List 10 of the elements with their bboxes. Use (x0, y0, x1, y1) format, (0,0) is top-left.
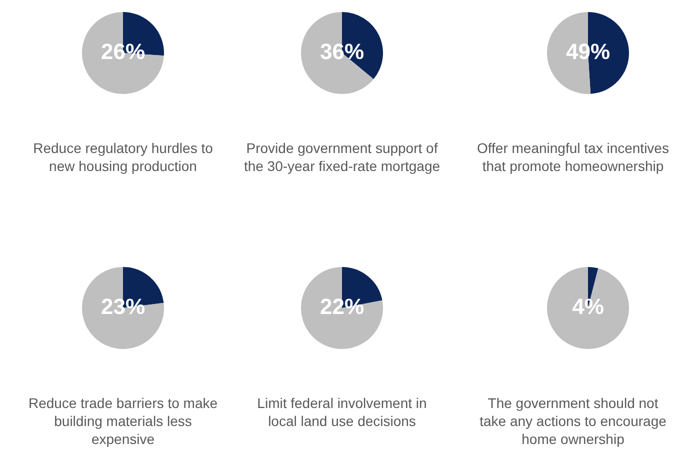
text: Reduce regulatory hurdles to new housing production (32, 139, 214, 175)
text: Reduce trade barriers to make building materials less expensive (27, 394, 219, 448)
data-label: 22% (320, 294, 364, 320)
data-label: 23% (100, 294, 146, 320)
text: Offer meaningful tax incentives that promote homeownership (476, 139, 670, 175)
data-label: 26% (100, 39, 146, 64)
data-label: 4% (572, 294, 604, 320)
text: Limit federal involvement in local land use decisions (256, 394, 428, 430)
text: Provide government support of the 30-year fixed-rate mortgage (242, 139, 442, 175)
text: The government should not take any actions to encourage home ownership (478, 394, 668, 448)
